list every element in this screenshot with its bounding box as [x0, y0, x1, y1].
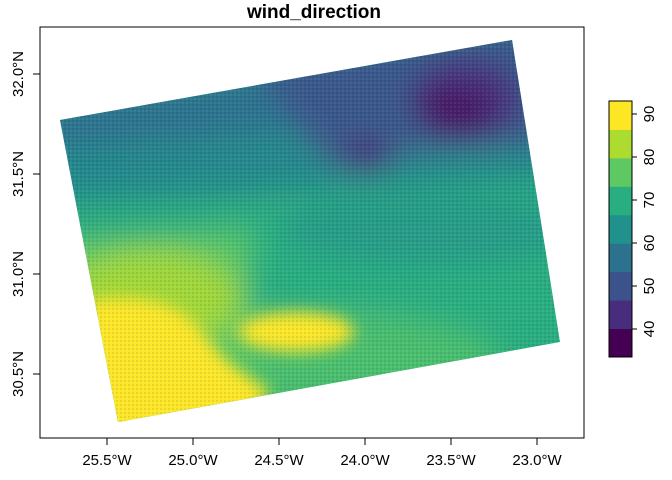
legend-tick: 60	[632, 235, 658, 252]
x-tick-label: 25.0°W	[168, 452, 218, 469]
x-tick: 24.5°W	[254, 438, 305, 469]
y-tick-label: 32.0°N	[10, 51, 27, 97]
legend-tick: 50	[632, 278, 658, 295]
y-tick: 32.0°N	[10, 51, 40, 97]
legend-label: 60	[641, 235, 658, 252]
legend-swatch	[609, 129, 632, 159]
legend: 40 50 60 70 80 90	[608, 100, 658, 358]
x-axis: 25.5°W 25.0°W 24.5°W 24.0°W 23.5°W 23.0°…	[82, 438, 563, 469]
legend-swatch	[609, 243, 632, 273]
x-tick-label: 23.5°W	[426, 452, 476, 469]
x-tick-label: 25.5°W	[82, 452, 132, 469]
legend-tick: 70	[632, 192, 658, 209]
map-title: wind_direction	[246, 2, 381, 23]
y-axis: 32.0°N 31.5°N 31.0°N 30.5°N	[10, 51, 40, 397]
wind-direction-raster	[60, 40, 560, 422]
x-tick: 23.0°W	[512, 438, 563, 469]
y-tick-label: 31.5°N	[10, 151, 27, 197]
legend-swatch	[609, 328, 632, 358]
x-tick-label: 24.0°W	[340, 452, 390, 469]
y-tick: 31.5°N	[10, 151, 40, 197]
legend-frame	[608, 100, 633, 358]
legend-tick: 90	[632, 106, 658, 123]
legend-tick: 40	[632, 321, 658, 338]
y-tick: 31.0°N	[10, 251, 40, 297]
legend-label: 90	[641, 106, 658, 123]
x-tick-label: 23.0°W	[512, 452, 562, 469]
plot-frame	[39, 26, 585, 439]
legend-tick: 80	[632, 149, 658, 166]
y-tick-label: 30.5°N	[10, 351, 27, 397]
x-tick-label: 24.5°W	[254, 452, 304, 469]
legend-label: 80	[641, 149, 658, 166]
legend-colorbar	[609, 101, 632, 358]
legend-swatch	[609, 101, 632, 130]
x-tick: 24.0°W	[340, 438, 391, 469]
legend-swatch	[609, 157, 632, 187]
x-tick: 25.0°W	[168, 438, 219, 469]
legend-swatch	[609, 186, 632, 216]
legend-swatch	[609, 271, 632, 301]
y-tick: 30.5°N	[10, 351, 40, 397]
y-tick-label: 31.0°N	[10, 251, 27, 297]
legend-label: 70	[641, 192, 658, 209]
legend-swatch	[609, 214, 632, 244]
legend-label: 40	[641, 321, 658, 338]
legend-swatch	[609, 300, 632, 330]
legend-label: 50	[641, 278, 658, 295]
x-tick: 23.5°W	[426, 438, 477, 469]
x-tick: 25.5°W	[82, 438, 133, 469]
